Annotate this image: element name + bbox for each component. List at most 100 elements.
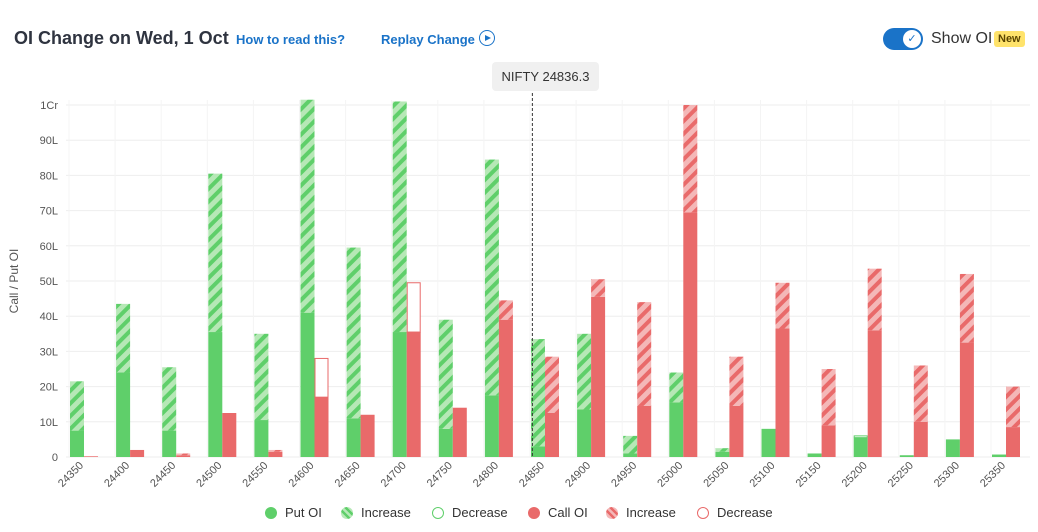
call-oi-bar (959, 342, 974, 457)
put-oi-bar (208, 332, 223, 457)
call-oi-bar (775, 328, 790, 457)
legend-label: Put OI (285, 505, 322, 520)
put-increase-bar (438, 319, 453, 429)
call-oi-bar (360, 414, 375, 457)
call-increase-bar (729, 356, 744, 406)
put-oi-bar (300, 312, 315, 457)
put-oi-bar (807, 453, 822, 457)
show-oi-toggle[interactable]: ✓ (883, 28, 923, 50)
x-tick-label: 25000 (655, 460, 685, 490)
spot-price-label: NIFTY 24836.3 (492, 62, 599, 91)
legend-label: Decrease (452, 505, 508, 520)
put-oi-bar (531, 446, 545, 457)
legend-label: Increase (626, 505, 676, 520)
call-increase-bar (775, 282, 790, 329)
x-tick-label: 25150 (794, 460, 824, 490)
call-increase-bar (913, 365, 928, 422)
x-tick-label: 24750 (425, 460, 455, 490)
new-badge: New (994, 31, 1025, 47)
put-oi-bar (254, 420, 269, 457)
y-tick-label: 30L (40, 346, 58, 358)
put-decrease-swatch-icon (432, 507, 444, 519)
legend-put-oi[interactable]: Put OI (265, 503, 322, 523)
put-increase-bar (715, 448, 730, 452)
call-oi-bar (222, 413, 237, 457)
call-oi-bar (545, 413, 559, 457)
y-tick-label: 20L (40, 382, 58, 394)
call-increase-bar (959, 273, 974, 343)
put-increase-bar (669, 372, 684, 403)
call-increase-bar (1006, 386, 1020, 428)
oi-change-chart: 0 10L 20L 30L 40L 50L 60L 70L 80L 90L 1Cr Call / Pu… (7, 93, 1030, 490)
legend-call-decrease[interactable]: Decrease (697, 503, 773, 523)
put-oi-bar (346, 418, 361, 457)
legend-put-decrease[interactable]: Decrease (432, 503, 508, 523)
call-oi-bar (406, 332, 421, 457)
call-oi-bar (913, 421, 928, 457)
x-tick-label: 24650 (333, 460, 363, 490)
x-tick-label: 24800 (471, 460, 501, 490)
call-increase-bar (867, 268, 882, 331)
call-increase-bar (498, 300, 513, 320)
put-increase-bar (484, 159, 499, 396)
legend-call-oi[interactable]: Call OI (528, 503, 588, 523)
y-tick-label: 0 (52, 452, 58, 464)
x-tick-label: 24550 (240, 460, 270, 490)
put-increase-bar (577, 333, 592, 410)
x-tick-label: 24500 (194, 460, 224, 490)
check-icon: ✓ (903, 30, 921, 48)
put-decrease-bar (853, 435, 868, 439)
y-tick-label: 50L (40, 276, 58, 288)
call-oi-bar (84, 456, 98, 457)
y-tick-label: 60L (40, 241, 58, 253)
legend-call-increase[interactable]: Increase (606, 503, 676, 523)
put-oi-bar (669, 402, 684, 457)
put-increase-bar (162, 367, 177, 431)
legend-label: Decrease (717, 505, 773, 520)
x-tick-label: 25200 (840, 460, 870, 490)
call-increase-bar (591, 279, 606, 297)
call-oi-bar (130, 449, 145, 457)
call-increase-bar (268, 449, 283, 452)
x-tick-label: 25300 (932, 460, 962, 490)
put-oi-bar (70, 430, 84, 457)
x-tick-label: 25250 (886, 460, 916, 490)
call-decrease-bar (314, 357, 329, 398)
how-to-read-link[interactable]: How to read this? (236, 32, 346, 47)
x-tick-label: 25100 (748, 460, 778, 490)
x-tick-label: 24400 (102, 460, 132, 490)
play-circle-icon[interactable] (479, 30, 495, 46)
call-decrease-swatch-icon (697, 507, 709, 519)
put-increase-bar (392, 101, 407, 333)
call-oi-bar (452, 407, 467, 457)
y-axis-label: Call / Put OI (7, 249, 21, 314)
y-tick-label: 40L (40, 311, 58, 323)
x-tick-label: 24850 (517, 460, 547, 490)
y-tick-label: 1Cr (40, 100, 58, 112)
call-oi-swatch-icon (528, 507, 540, 519)
call-increase-bar (176, 453, 191, 456)
call-increase-bar (683, 105, 698, 213)
put-oi-bar (945, 439, 960, 457)
put-oi-bar (116, 372, 131, 457)
call-oi-bar (591, 296, 606, 457)
put-increase-bar (208, 173, 223, 333)
put-oi-bar (162, 430, 177, 457)
replay-change-link[interactable]: Replay Change (381, 32, 475, 47)
legend-label: Increase (361, 505, 411, 520)
call-oi-bar (729, 405, 744, 457)
y-tick-label: 10L (40, 417, 58, 429)
x-tick-label: 24350 (56, 460, 86, 490)
put-oi-bar (715, 451, 730, 457)
put-increase-swatch-icon (341, 507, 353, 519)
put-oi-bar (992, 454, 1006, 457)
put-increase-bar (254, 333, 269, 421)
put-oi-bar (761, 428, 776, 457)
call-increase-bar (545, 356, 559, 413)
x-tick-label: 24700 (379, 460, 409, 490)
call-oi-bar (268, 451, 283, 457)
call-oi-bar (821, 425, 836, 457)
put-oi-bar (899, 455, 914, 457)
legend-put-increase[interactable]: Increase (341, 503, 411, 523)
put-oi-swatch-icon (265, 507, 277, 519)
